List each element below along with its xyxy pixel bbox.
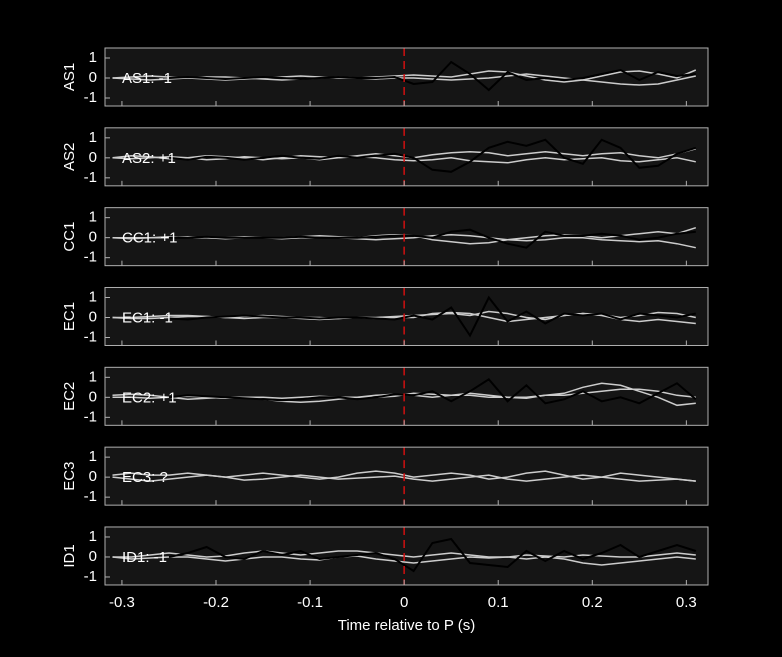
y-tick-label: 1: [89, 49, 97, 66]
x-tick-label: 0: [400, 594, 408, 611]
y-tick-label: 1: [89, 288, 97, 305]
y-axis-label: AS1: [61, 63, 78, 91]
polarity-label: EC2: +1: [122, 389, 177, 406]
plot-frame: [104, 526, 709, 586]
y-tick-label: 0: [89, 308, 97, 325]
plot-frame: [104, 366, 709, 426]
plot-frame: [104, 446, 709, 506]
polarity-label: EC3: ?: [122, 469, 168, 486]
y-tick-label: 0: [89, 388, 97, 405]
y-tick-label: 0: [89, 149, 97, 166]
polarity-label: EC1: -1: [122, 309, 173, 326]
trace: [168, 377, 697, 405]
trace: [168, 295, 697, 338]
y-tick-label: 1: [89, 368, 97, 385]
trace: [168, 537, 697, 573]
y-tick-label: 1: [89, 209, 97, 226]
trace: [168, 138, 697, 173]
y-tick-label: -1: [84, 249, 97, 266]
y-tick-label: 0: [89, 468, 97, 485]
y-tick-label: -1: [84, 89, 97, 106]
y-tick-label: 0: [89, 69, 97, 86]
y-tick-label: 1: [89, 448, 97, 465]
x-tick-label: 0.3: [676, 594, 697, 611]
y-axis-label: EC1: [61, 302, 78, 331]
x-tick-label: -0.2: [203, 594, 229, 611]
x-tick-label: -0.1: [297, 594, 323, 611]
polarity-label: AS2: +1: [122, 150, 176, 167]
y-tick-label: 1: [89, 129, 97, 146]
x-tick-label: 0.1: [488, 594, 509, 611]
x-tick-label: -0.3: [109, 594, 135, 611]
y-axis-label: AS2: [61, 143, 78, 171]
y-tick-label: -1: [84, 328, 97, 345]
y-tick-label: -1: [84, 169, 97, 186]
y-axis-label: EC2: [61, 382, 78, 411]
y-tick-label: 1: [89, 528, 97, 545]
y-tick-label: 0: [89, 229, 97, 246]
y-tick-label: -1: [84, 408, 97, 425]
polarity-label: ID1: -1: [122, 549, 167, 566]
polarity-label: AS1: -1: [122, 70, 172, 87]
plot-frame: [104, 47, 709, 107]
x-axis-label: Time relative to P (s): [338, 617, 476, 634]
y-axis-label: ID1: [61, 544, 78, 567]
polarity-label: CC1: +1: [122, 230, 177, 247]
y-tick-label: -1: [84, 488, 97, 505]
plot-frame: [104, 286, 709, 346]
y-axis-label: EC3: [61, 462, 78, 491]
x-tick-label: 0.2: [582, 594, 603, 611]
plot-frame: [104, 207, 709, 267]
trace: [168, 60, 696, 92]
y-tick-label: -1: [84, 568, 97, 585]
y-axis-label: CC1: [61, 222, 78, 252]
y-tick-label: 0: [89, 548, 97, 565]
trace: [169, 228, 696, 249]
plot-frame: [104, 127, 709, 187]
trace: [112, 555, 696, 566]
